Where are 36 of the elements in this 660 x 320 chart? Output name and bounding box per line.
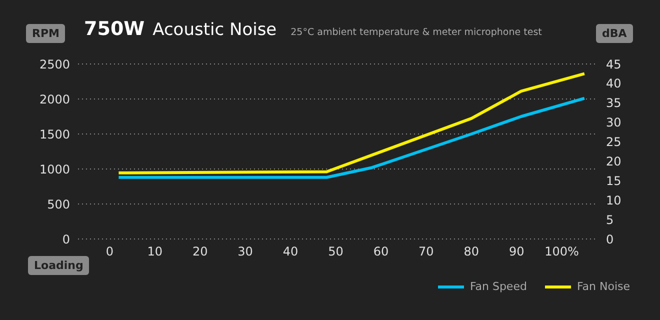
x-axis-title: Loading xyxy=(28,256,90,275)
y2-tick-label: 45 xyxy=(606,57,622,72)
y-axis-title: RPM xyxy=(26,24,66,43)
y-tick-label: 1000 xyxy=(39,162,70,176)
y-tick-label: 1500 xyxy=(39,127,70,142)
y2-tick-label: 40 xyxy=(606,76,622,91)
y-tick-label: 0 xyxy=(62,232,70,246)
x-tick-label: 40 xyxy=(282,244,298,259)
line-series xyxy=(117,96,586,179)
y-tick-label: 2500 xyxy=(39,57,70,72)
line-series xyxy=(117,72,586,174)
chart-subtitle: 25°C ambient temperature & meter microphone test xyxy=(290,27,542,38)
x-tick-label: 30 xyxy=(238,244,253,259)
x-tick-label: 80 xyxy=(464,244,480,259)
x-tick-label: 10 xyxy=(147,244,163,259)
x-tick-label: 0 xyxy=(106,244,114,259)
y2-tick-label: 10 xyxy=(606,193,622,208)
chart-title: 750W Acoustic Noise xyxy=(84,18,277,40)
y2-tick-label: 15 xyxy=(606,174,622,188)
legend-label: Fan Speed xyxy=(470,280,527,293)
y2-tick-label: 35 xyxy=(606,96,622,110)
x-tick-label: 100% xyxy=(544,244,579,259)
x-tick-label: 20 xyxy=(192,244,208,259)
x-tick-label: 90 xyxy=(508,244,524,259)
x-tick-label: 70 xyxy=(418,244,434,259)
legend-label: Fan Noise xyxy=(576,280,630,293)
x-tick-label: 50 xyxy=(328,244,344,259)
y2-axis-title: dBA xyxy=(596,24,633,43)
y-tick-label: 2000 xyxy=(39,92,70,106)
y2-tick-label: 20 xyxy=(606,154,622,168)
y2-tick-label: 0 xyxy=(606,232,614,246)
x-tick-label: 60 xyxy=(373,244,389,259)
y2-tick-label: 5 xyxy=(606,212,614,227)
y2-tick-label: 30 xyxy=(606,116,622,130)
y2-tick-label: 25 xyxy=(606,135,622,150)
y-tick-label: 500 xyxy=(47,197,70,212)
